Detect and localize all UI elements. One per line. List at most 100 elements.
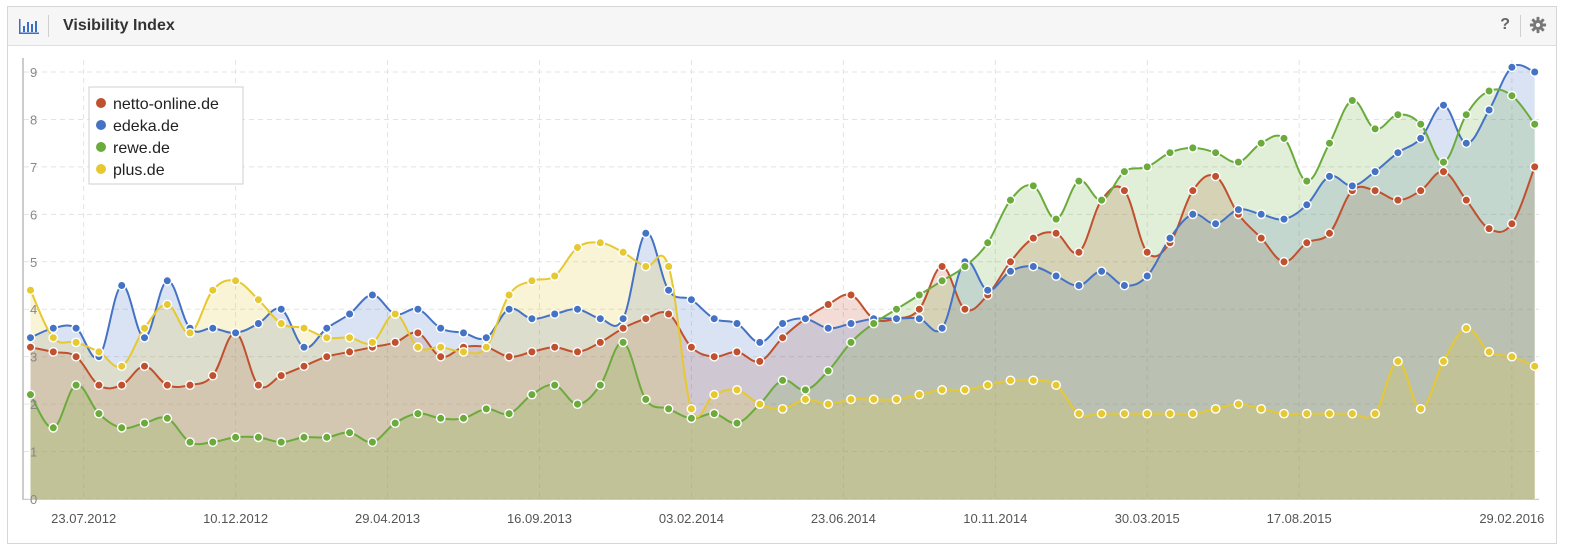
point-rewe-de <box>458 413 469 424</box>
point-rewe-de <box>891 304 902 315</box>
point-plus-de <box>504 290 514 300</box>
point-plus-de <box>1187 408 1198 419</box>
point-netto-online-de <box>1461 195 1472 206</box>
point-plus-de <box>1393 356 1403 367</box>
point-edeka-de <box>504 304 514 315</box>
point-netto-online-de <box>1279 256 1289 267</box>
point-netto-online-de <box>732 346 742 357</box>
visibility-index-panel: Visibility Index ? <box>7 6 1557 544</box>
point-plus-de <box>1438 356 1449 367</box>
gear-icon[interactable] <box>1529 16 1547 34</box>
y-tick-label: 4 <box>30 302 37 317</box>
point-netto-online-de <box>1028 233 1039 244</box>
point-edeka-de <box>1370 166 1381 177</box>
point-rewe-de <box>71 380 82 390</box>
point-plus-de <box>1347 408 1358 419</box>
point-edeka-de <box>1529 67 1540 77</box>
legend-swatch <box>96 98 106 108</box>
legend-swatch <box>96 142 106 152</box>
point-plus-de <box>1096 408 1107 419</box>
point-plus-de <box>1005 375 1016 386</box>
point-edeka-de <box>754 337 765 348</box>
point-netto-online-de <box>390 337 401 348</box>
chart-points <box>25 62 1540 447</box>
point-rewe-de <box>344 427 355 438</box>
point-rewe-de <box>1210 147 1221 158</box>
point-edeka-de <box>1484 105 1495 115</box>
point-plus-de <box>162 299 173 310</box>
panel-header: Visibility Index ? <box>8 7 1556 46</box>
point-netto-online-de <box>299 361 309 372</box>
point-plus-de <box>1119 408 1130 419</box>
point-plus-de <box>572 242 583 253</box>
point-rewe-de <box>1028 180 1039 191</box>
point-netto-online-de <box>116 380 127 390</box>
point-edeka-de <box>1393 147 1403 158</box>
point-edeka-de <box>1119 280 1130 291</box>
point-netto-online-de <box>1051 228 1062 239</box>
point-netto-online-de <box>527 346 537 357</box>
point-plus-de <box>1370 408 1381 419</box>
y-tick-label: 5 <box>30 255 37 270</box>
point-edeka-de <box>823 323 834 334</box>
point-plus-de <box>846 394 856 405</box>
point-rewe-de <box>823 365 834 376</box>
point-plus-de <box>982 380 993 390</box>
point-plus-de <box>868 394 879 405</box>
point-plus-de <box>412 342 423 353</box>
point-plus-de <box>116 361 127 372</box>
point-edeka-de <box>618 313 628 324</box>
point-rewe-de <box>435 413 446 424</box>
point-netto-online-de <box>914 304 925 315</box>
point-plus-de <box>732 384 742 395</box>
point-rewe-de <box>1119 166 1130 177</box>
point-rewe-de <box>982 237 993 248</box>
point-edeka-de <box>1301 199 1312 210</box>
area-edeka-de <box>30 64 1535 499</box>
point-netto-online-de <box>1370 185 1381 196</box>
y-tick-label: 0 <box>30 492 37 507</box>
point-plus-de <box>481 342 492 353</box>
point-edeka-de <box>1507 62 1517 73</box>
point-edeka-de <box>800 313 811 324</box>
point-plus-de <box>139 323 150 334</box>
point-rewe-de <box>1074 176 1084 187</box>
point-edeka-de <box>1324 171 1335 182</box>
point-plus-de <box>618 247 628 258</box>
point-plus-de <box>253 294 264 305</box>
point-rewe-de <box>868 318 879 329</box>
point-netto-online-de <box>1529 161 1540 172</box>
point-netto-online-de <box>1507 218 1517 229</box>
point-plus-de <box>25 285 36 296</box>
point-netto-online-de <box>25 342 36 353</box>
point-netto-online-de <box>572 346 583 357</box>
x-tick-label: 23.07.2012 <box>51 511 116 526</box>
point-rewe-de <box>116 422 127 433</box>
point-rewe-de <box>412 408 423 419</box>
point-rewe-de <box>1096 195 1107 206</box>
x-tick-label: 10.12.2012 <box>203 511 268 526</box>
area-rewe-de <box>30 89 1535 500</box>
point-plus-de <box>1415 403 1426 414</box>
point-rewe-de <box>481 403 492 414</box>
point-netto-online-de <box>48 346 59 357</box>
point-rewe-de <box>1279 133 1289 144</box>
point-plus-de <box>1074 408 1084 419</box>
help-button[interactable]: ? <box>1500 16 1510 33</box>
point-netto-online-de <box>1187 185 1198 196</box>
area-plus-de <box>30 242 1535 499</box>
bar-chart-icon[interactable] <box>18 17 40 35</box>
y-tick-label: 1 <box>30 445 37 460</box>
point-plus-de <box>595 237 606 248</box>
point-netto-online-de <box>162 380 173 390</box>
point-netto-online-de <box>276 370 287 381</box>
point-edeka-de <box>1051 271 1062 281</box>
legend-swatch <box>96 120 106 130</box>
point-netto-online-de <box>1142 247 1153 258</box>
x-tick-label: 17.08.2015 <box>1267 511 1332 526</box>
point-netto-online-de <box>1256 233 1267 244</box>
point-rewe-de <box>1415 119 1426 130</box>
point-netto-online-de <box>435 351 446 362</box>
point-netto-online-de <box>344 346 355 357</box>
